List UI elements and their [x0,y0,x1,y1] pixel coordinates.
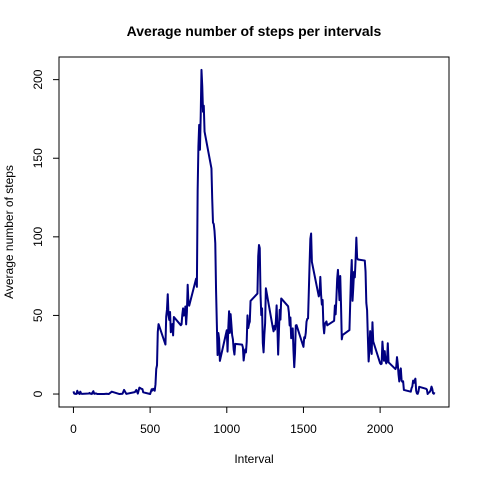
y-axis-label: Average number of steps [2,165,16,299]
y-tick-label: 50 [31,308,45,322]
x-tick-label: 0 [70,422,77,436]
y-tick-label: 0 [31,390,45,397]
x-tick-label: 2000 [367,422,394,436]
x-tick-label: 1000 [213,422,240,436]
x-tick-label: 500 [140,422,160,436]
y-tick-label: 150 [31,148,45,168]
chart-title: Average number of steps per intervals [127,23,382,39]
y-tick-label: 100 [31,227,45,247]
plot-frame [58,56,450,408]
line [72,68,436,396]
x-axis-label: Interval [234,452,273,466]
y-tick-label: 200 [31,69,45,89]
x-tick-label: 1500 [290,422,317,436]
